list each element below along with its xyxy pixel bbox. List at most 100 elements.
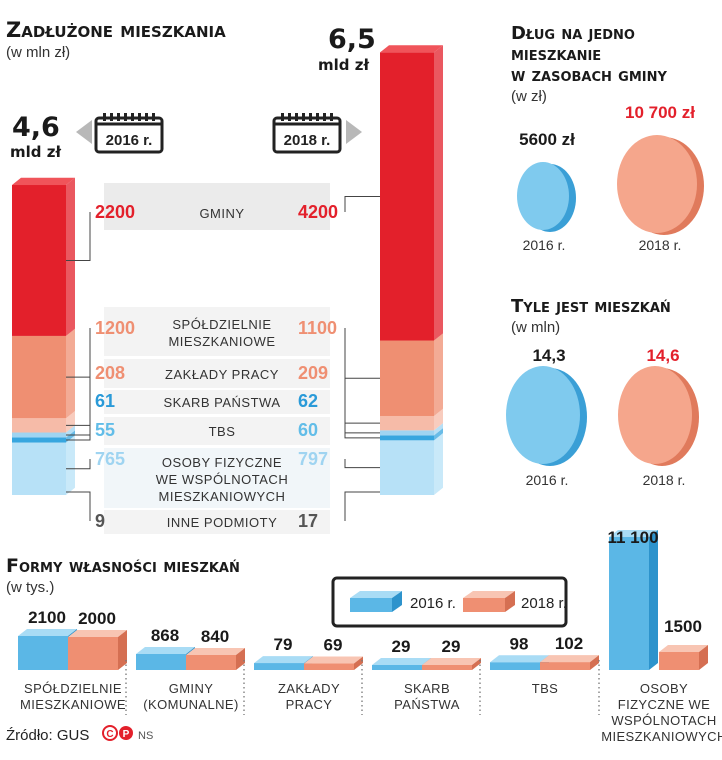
forms-bar-side-2-1 — [354, 656, 363, 670]
stack-face-0-3 — [66, 425, 75, 438]
value-2018-2: 209 — [298, 363, 328, 383]
connector-2018-0 — [344, 195, 380, 212]
connector-2018-6 — [344, 491, 380, 521]
value-2018-6: 17 — [298, 511, 318, 531]
forms-bar-2-0 — [254, 663, 304, 670]
perflat-disc-0 — [517, 162, 569, 230]
forms-value-4-0: 98 — [510, 634, 529, 653]
debt-unit: (w mln zł) — [6, 44, 71, 61]
forms-bar-side-5-0 — [649, 530, 658, 670]
value-2018-0: 4200 — [298, 202, 338, 222]
forms-category-3-0: SKARB — [404, 681, 450, 696]
stack-seg-1-2 — [380, 415, 434, 431]
count-disc-0 — [506, 366, 580, 464]
svg-text:P: P — [123, 729, 130, 740]
stack-face-1-0 — [434, 45, 443, 341]
value-2018-5: 797 — [298, 449, 328, 469]
value-2018-4: 60 — [298, 420, 318, 440]
stack-face-1-5 — [434, 433, 443, 495]
stack-face-0-2 — [66, 411, 75, 433]
total-2016-unit: mld zł — [10, 143, 62, 161]
count-disc-1 — [618, 366, 692, 464]
forms-bar-top-0-0 — [18, 629, 77, 636]
stack-seg-0-1 — [12, 335, 66, 419]
forms-value-5-0: 11 100 — [607, 528, 658, 547]
publisher-icon: P — [119, 726, 133, 740]
forms-value-5-1: 1500 — [664, 617, 702, 636]
connector-2016-6 — [66, 491, 91, 521]
legend-swatch-2018 — [463, 591, 515, 612]
stack-face-1-1 — [434, 333, 443, 416]
forms-value-2-0: 79 — [274, 635, 293, 654]
forms-category-0-0: SPÓŁDZIELNIE — [24, 681, 122, 696]
forms-category-1-0: GMINY — [169, 681, 214, 696]
forms-legend: 2016 r. 2018 r. — [331, 576, 568, 628]
forms-bar-side-4-1 — [590, 655, 599, 670]
value-2016-5: 765 — [95, 449, 125, 469]
connector-2018-2 — [344, 373, 380, 424]
connector-2016-0 — [66, 212, 91, 261]
forms-category-4-0: TBS — [532, 681, 558, 696]
perflat-title-line2: mieszkanie — [511, 44, 602, 65]
forms-bar-top-1-1 — [186, 648, 245, 655]
perflat-title-line3: w zasobach gminy — [511, 65, 667, 86]
debt-title: Zadłużone mieszkania — [6, 18, 226, 42]
forms-bar-top-4-0 — [490, 655, 549, 663]
stack-seg-0-5 — [12, 442, 66, 495]
forms-bar-3-0 — [372, 665, 422, 670]
connector-2018-5 — [344, 459, 380, 469]
forms-value-4-1: 102 — [555, 634, 583, 653]
connector-2016-4 — [66, 430, 91, 441]
perflat-title-line1: Dług na jedno — [511, 23, 635, 44]
connector-2018-1 — [344, 328, 380, 379]
stack-cap-0 — [12, 177, 75, 186]
year-2018-label: 2018 r. — [284, 132, 331, 149]
perflat-value-1: 10 700 zł — [625, 103, 695, 122]
series-label-1-0: SPÓŁDZIELNIE — [172, 317, 271, 332]
band-0 — [104, 183, 330, 230]
forms-bar-side-1-1 — [236, 648, 245, 670]
forms-category-2-1: PRACY — [286, 697, 333, 712]
perflat-year-0: 2016 r. — [523, 237, 566, 253]
count-year-0: 2016 r. — [526, 472, 569, 488]
forms-bar-2-1 — [304, 663, 354, 670]
connector-2016-5 — [66, 459, 91, 470]
count-value-1: 14,6 — [646, 346, 679, 365]
stack-seg-0-2 — [12, 418, 66, 433]
forms-bar-top-5-0 — [609, 530, 658, 537]
count-title: Tyle jest mieszkań — [511, 296, 671, 317]
connector-2018-4 — [344, 430, 380, 439]
perflat-disc-1 — [617, 135, 697, 233]
value-2016-0: 2200 — [95, 202, 135, 222]
stack-seg-1-4 — [380, 435, 434, 441]
series-label-1-1: MIESZKANIOWE — [168, 334, 275, 349]
forms-value-0-0: 2100 — [28, 608, 66, 627]
series-label-5-0: OSOBY FIZYCZNE — [162, 455, 282, 470]
stack-face-1-4 — [434, 428, 443, 441]
series-label-0-0: GMINY — [199, 206, 244, 221]
legend-swatch-2016 — [350, 591, 402, 612]
forms-bar-side-5-1 — [699, 645, 708, 670]
forms-value-0-1: 2000 — [78, 609, 116, 628]
forms-bar-top-3-1 — [422, 658, 481, 665]
count-unit: (w mln) — [511, 319, 561, 336]
band-4 — [104, 417, 330, 445]
year-2016-label: 2016 r. — [106, 132, 153, 149]
value-2018-1: 1100 — [298, 318, 337, 338]
stack-seg-1-1 — [380, 340, 434, 416]
value-2016-4: 55 — [95, 420, 115, 440]
perflat-year-1: 2018 r. — [639, 237, 682, 253]
stack-seg-1-0 — [380, 52, 434, 341]
connector-2018-3 — [344, 401, 380, 434]
forms-value-1-0: 868 — [151, 626, 179, 645]
calendar-icon-2016: 2016 r. — [76, 113, 164, 154]
total-2018-unit: mld zł — [318, 56, 370, 74]
forms-bar-top-0-1 — [68, 630, 127, 637]
value-2016-6: 9 — [95, 511, 105, 531]
stack-seg-0-4 — [12, 437, 66, 443]
stack-cap-1 — [380, 45, 443, 53]
svg-text:C: C — [106, 729, 113, 740]
legend-label-2016: 2016 r. — [410, 595, 456, 612]
forms-bar-top-2-1 — [304, 656, 363, 664]
